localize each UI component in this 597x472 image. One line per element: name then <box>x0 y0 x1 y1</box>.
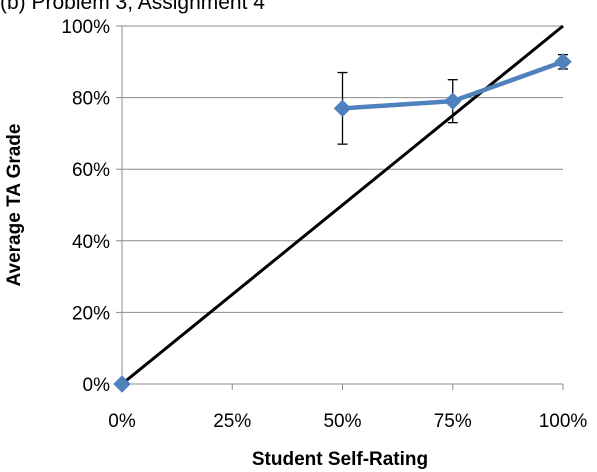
data-point <box>444 92 462 110</box>
y-tick-labels: 0% 20% 40% 60% 80% 100% <box>61 17 110 396</box>
x-tick-label: 0% <box>108 411 136 432</box>
data-point <box>333 99 352 118</box>
x-tick-label: 75% <box>434 411 472 432</box>
series-group <box>113 53 572 393</box>
y-tick-label: 40% <box>72 232 110 253</box>
x-tick-label: 50% <box>323 411 361 432</box>
x-tick-labels: 0% 25% 50% 75% 100% <box>108 411 587 432</box>
y-tick-label: 0% <box>83 375 111 396</box>
x-tick-label: 25% <box>213 411 251 432</box>
gridlines <box>122 25 563 313</box>
y-axis-title: Average TA Grade <box>4 124 25 287</box>
x-axis-title: Student Self-Rating <box>252 449 428 470</box>
y-tick-label: 60% <box>72 160 110 181</box>
y-tick-label: 100% <box>61 17 110 38</box>
data-point <box>554 53 572 71</box>
x-tick-label: 100% <box>539 411 588 432</box>
data-point <box>113 375 131 393</box>
chart-caption: (b) Problem 3, Assignment 4 <box>0 0 265 14</box>
y-tick-label: 20% <box>72 303 110 324</box>
y-tick-label: 80% <box>72 89 110 110</box>
